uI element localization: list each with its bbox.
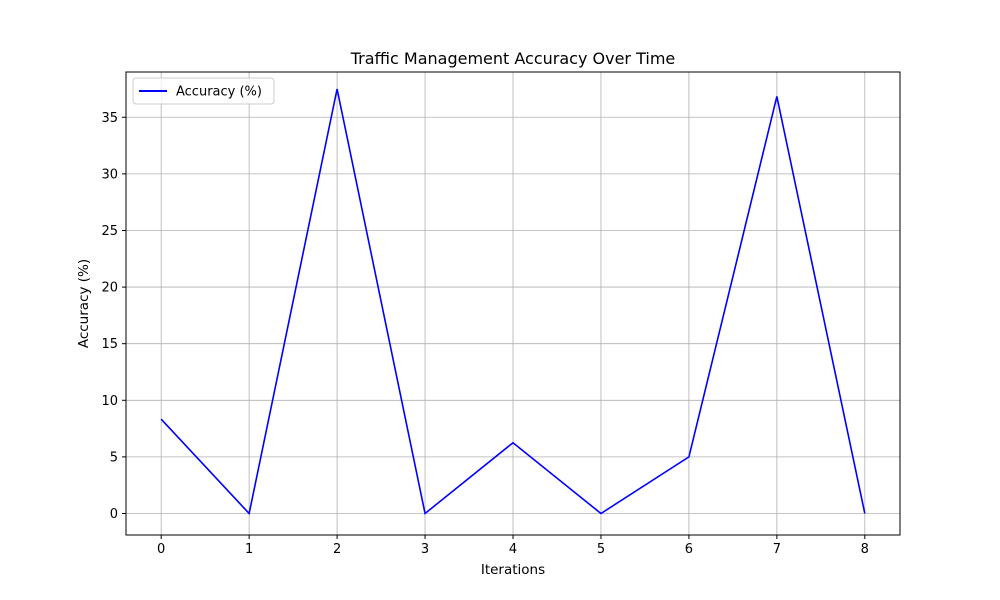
data-point — [688, 456, 690, 458]
y-tick-label: 5 — [110, 450, 118, 465]
ticks: 0 1 2 3 4 5 6 7 8 0 5 10 15 20 25 30 35 — [101, 111, 869, 557]
data-point — [248, 512, 250, 514]
y-tick-label: 0 — [110, 507, 118, 522]
y-tick-label: 35 — [101, 111, 118, 126]
data-point — [336, 88, 338, 90]
x-tick-label: 7 — [773, 542, 781, 557]
x-axis-label: Iterations — [481, 562, 545, 578]
x-tick-label: 0 — [157, 542, 165, 557]
x-tick-label: 4 — [509, 542, 517, 557]
chart-title: Traffic Management Accuracy Over Time — [350, 49, 676, 68]
y-tick-label: 25 — [101, 224, 118, 239]
data-point — [160, 418, 162, 420]
series-layer — [160, 88, 866, 516]
x-tick-label: 5 — [597, 542, 605, 557]
y-tick-label: 30 — [101, 167, 118, 182]
x-tick-label: 8 — [861, 542, 869, 557]
data-point — [512, 442, 514, 444]
x-tick-label: 3 — [421, 542, 429, 557]
x-tick-label: 6 — [685, 542, 693, 557]
grid — [126, 72, 900, 535]
x-tick-label: 2 — [333, 542, 341, 557]
legend-box — [132, 77, 275, 105]
y-tick-label: 15 — [101, 337, 118, 352]
data-point — [864, 512, 866, 514]
series-line — [160, 88, 866, 516]
y-axis-label: Accuracy (%) — [76, 259, 92, 348]
data-point — [424, 512, 426, 514]
x-tick-label: 1 — [245, 542, 253, 557]
y-tick-label: 10 — [101, 394, 118, 409]
legend-label: Accuracy (%) — [176, 85, 262, 100]
data-point — [600, 512, 602, 514]
data-point — [776, 95, 778, 97]
legend: Accuracy (%) — [132, 77, 275, 105]
y-tick-label: 20 — [101, 281, 118, 296]
